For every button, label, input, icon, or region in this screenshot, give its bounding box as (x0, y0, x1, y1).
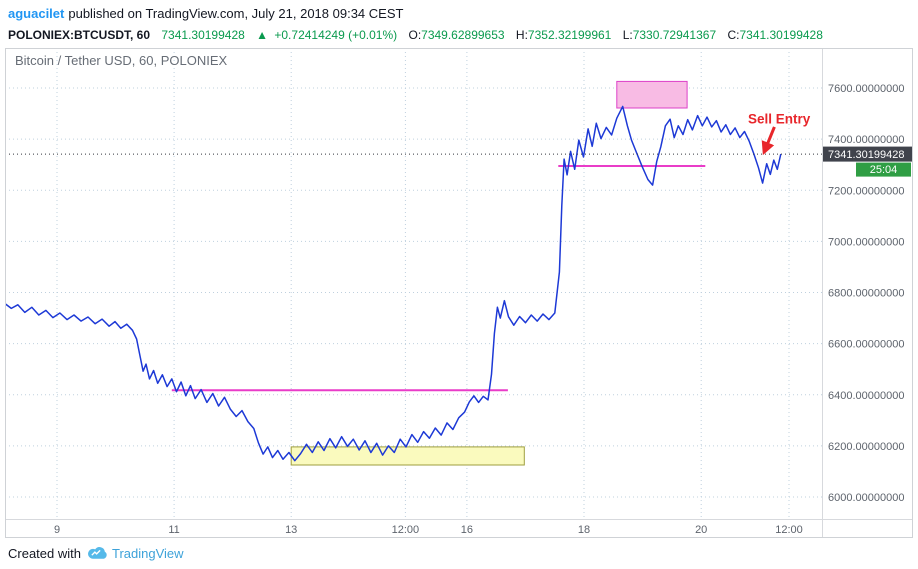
change-value: +0.72414249 (+0.01%) (274, 28, 398, 42)
high-label: H: (515, 28, 528, 42)
time-axis-tick: 11 (168, 524, 179, 536)
publish-header: aguacilet published on TradingView.com, J… (8, 6, 403, 21)
price-axis-tick: 7600.00000000 (828, 83, 904, 95)
tradingview-logo-icon (87, 546, 108, 560)
tradingview-link[interactable]: TradingView (111, 545, 184, 561)
price-axis-tick: 7200.00000000 (828, 185, 904, 197)
published-text: published on TradingView.com, July 21, 2… (68, 6, 404, 21)
symbol-title: POLONIEX:BTCUSDT, 60 (8, 28, 151, 42)
price-axis-tick: 6200.00000000 (828, 441, 904, 453)
sell-entry-label: Sell Entry (748, 111, 811, 126)
price-axis-tick: 6600.00000000 (828, 339, 904, 351)
high-value: 7352.32199961 (527, 28, 612, 42)
created-with-text: Created with (8, 545, 81, 561)
price-chart-svg[interactable]: Sell Entry 7600.00000000 7400.00000000 7200… (5, 48, 913, 538)
chart-pane[interactable]: Sell Entry 7600.00000000 7400.00000000 7200… (5, 48, 913, 538)
time-axis-tick: 13 (285, 524, 297, 536)
chart-frame (5, 48, 913, 538)
low-value: 7330.72941367 (632, 28, 717, 42)
time-axis-tick: 12:00 (392, 524, 420, 536)
low-label: L: (622, 28, 633, 42)
chart-legend: Bitcoin / Tether USD, 60, POLONIEX (15, 53, 228, 68)
last-price-badge (823, 146, 912, 162)
price-axis-tick: 6400.00000000 (828, 390, 904, 402)
time-axis-tick: 12:00 (775, 524, 803, 536)
price-axis-tick: 6000.00000000 (828, 492, 904, 504)
author-link[interactable]: aguacilet (8, 6, 65, 21)
open-label: O: (408, 28, 422, 42)
time-axis-tick: 20 (695, 524, 707, 536)
time-axis-tick: 16 (461, 524, 473, 536)
support-zone-rect (290, 446, 525, 466)
price-axis-tick: 7000.00000000 (828, 236, 904, 248)
price-axis-tick: 7400.00000000 (828, 134, 904, 146)
price-axis-tick: 6800.00000000 (828, 288, 904, 300)
quote-bar: POLONIEX:BTCUSDT, 60 7341.30199428 ▲ +0.… (8, 28, 823, 42)
last-price-value: 7341.30199428 (161, 28, 245, 42)
close-value: 7341.30199428 (739, 28, 823, 42)
countdown-text: 25:04 (870, 164, 898, 176)
price-line (5, 105, 782, 462)
time-axis-tick: 9 (54, 524, 60, 536)
countdown-badge (856, 162, 911, 177)
resistance-zone-rect (616, 80, 688, 109)
sell-entry-arrow-icon (761, 126, 776, 156)
close-label: C: (727, 28, 740, 42)
last-price-badge-text: 7341.30199428 (828, 149, 904, 161)
change-up-icon: ▲ (256, 28, 269, 42)
footer: Created with TradingView (8, 541, 184, 565)
time-axis-tick: 18 (578, 524, 590, 536)
open-value: 7349.62899653 (421, 28, 505, 42)
